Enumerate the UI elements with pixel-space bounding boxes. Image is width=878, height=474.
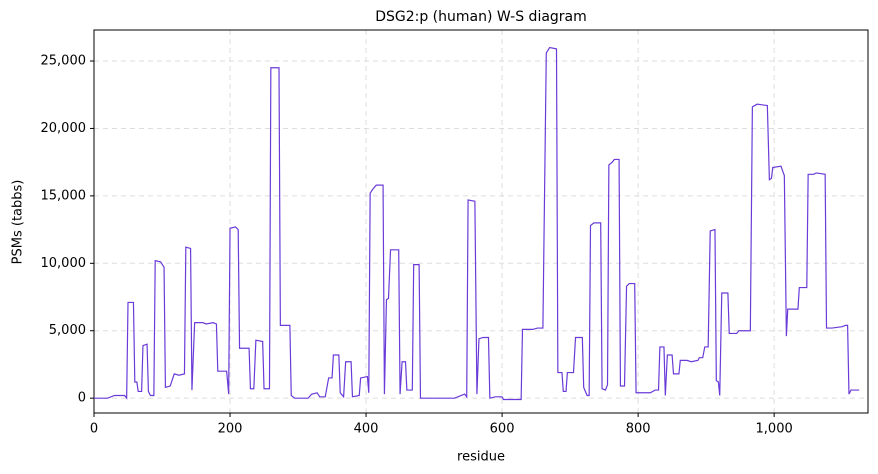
x-tick-label: 600: [490, 422, 515, 437]
y-axis-label: PSMs (tabbs): [11, 180, 26, 265]
x-tick-label: 800: [626, 422, 651, 437]
y-tick-label: 0: [78, 391, 86, 406]
y-tick-label: 5,000: [49, 323, 86, 338]
plot-frame: [93, 29, 869, 414]
x-tick-label: 400: [354, 422, 379, 437]
x-tick-label: 0: [90, 422, 98, 437]
x-tick-label: 200: [218, 422, 243, 437]
chart-title: DSG2:p (human) W-S diagram: [375, 9, 587, 25]
y-tick-label: 10,000: [41, 256, 87, 271]
data-line: [94, 46, 860, 401]
y-tick-label: 20,000: [41, 121, 87, 136]
x-tick-label: 1,000: [756, 422, 793, 437]
y-tick-label: 15,000: [41, 188, 87, 203]
y-tick-label: 25,000: [41, 54, 87, 69]
x-axis-label: residue: [457, 450, 505, 465]
